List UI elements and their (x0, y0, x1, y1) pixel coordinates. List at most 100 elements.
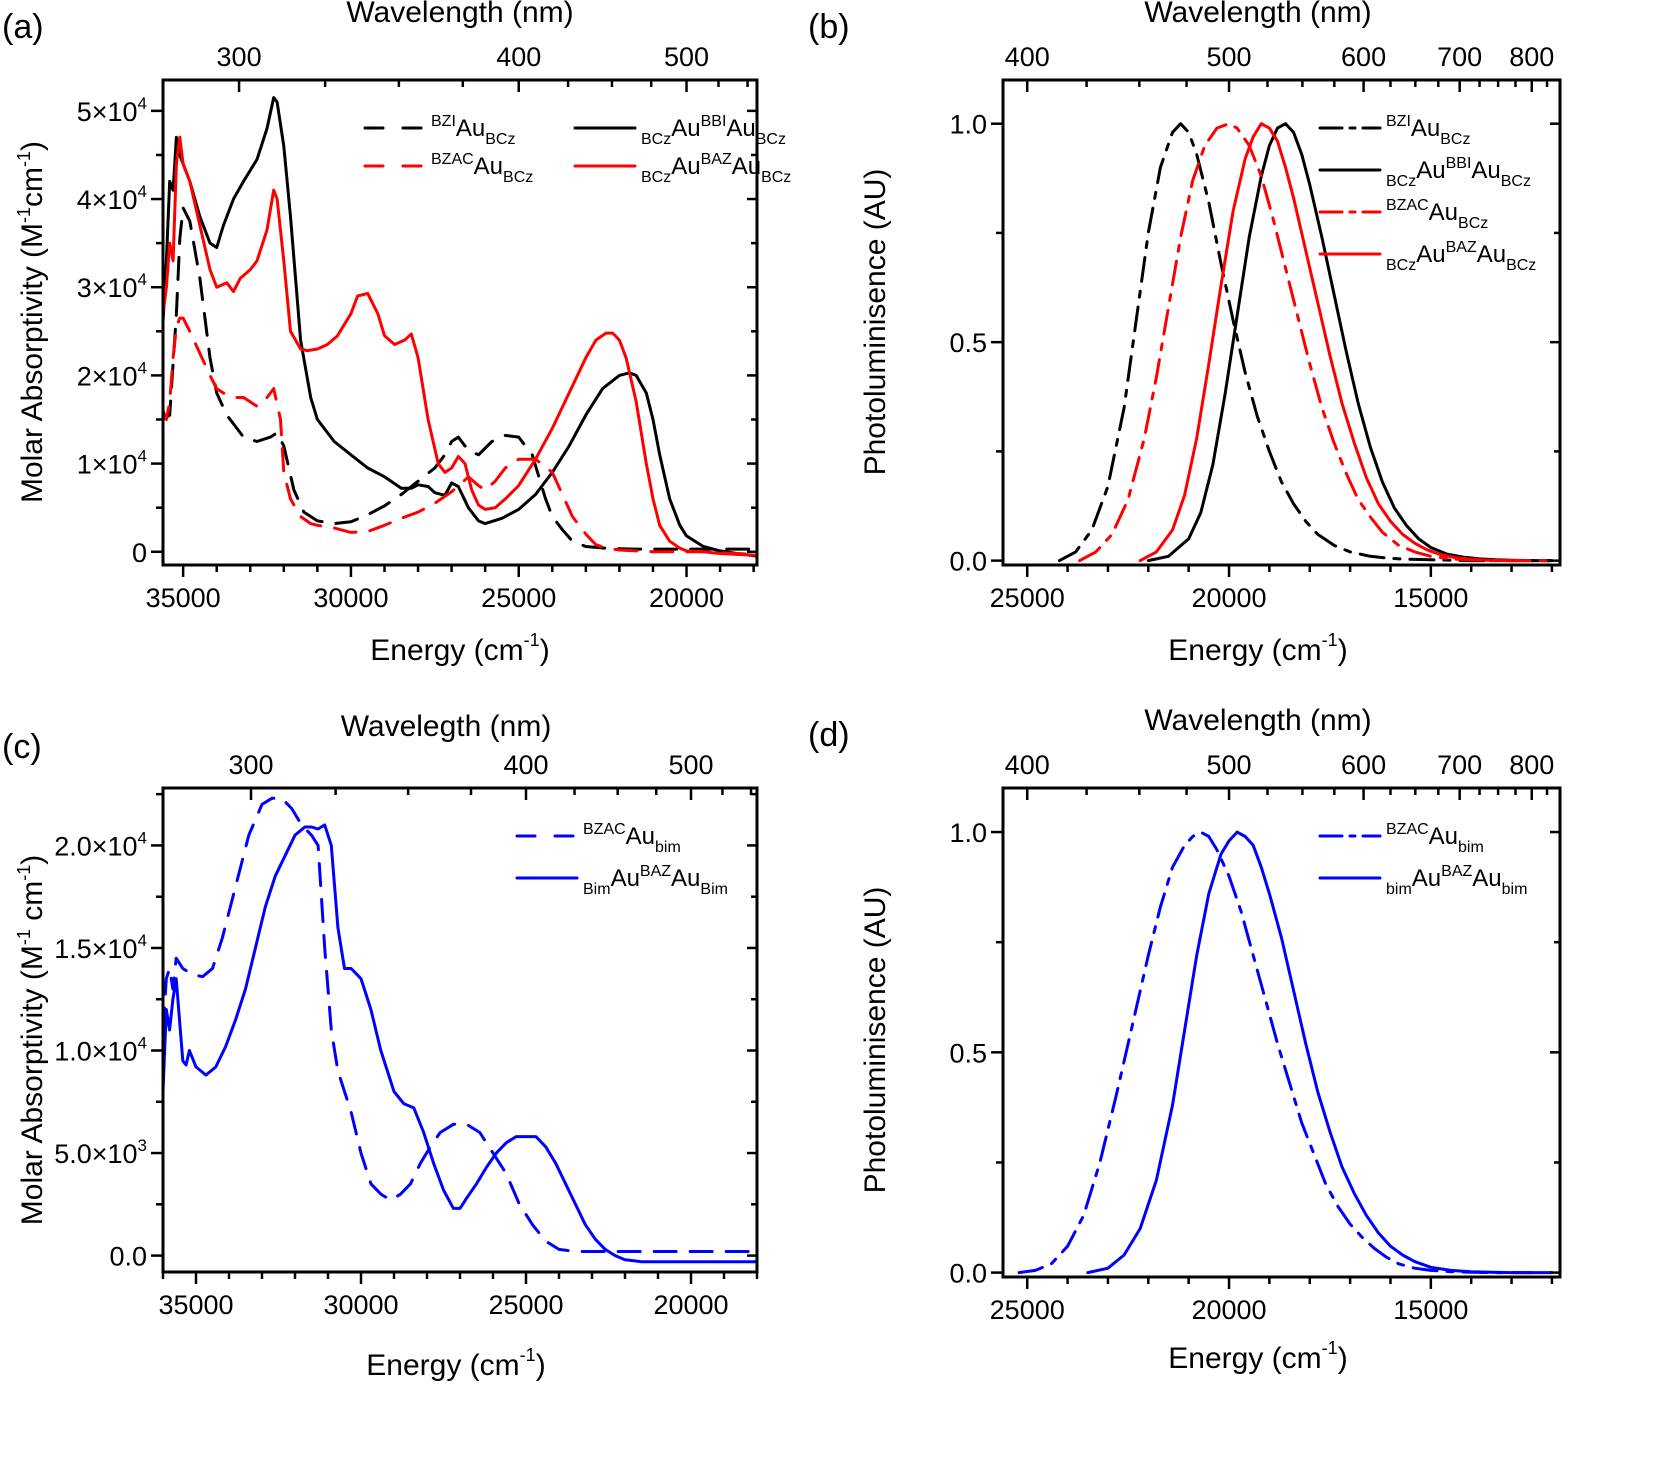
plot-frame (161, 786, 759, 1274)
legend-main: Au (1412, 865, 1441, 892)
x-axis-title-tail: ) (540, 634, 550, 667)
legend-sub: BCz (1386, 173, 1416, 190)
y-tick-label: 1.0 (949, 110, 987, 140)
x-axis-title-text: Energy (cm (366, 1349, 519, 1382)
legend-main: Au (1429, 199, 1458, 226)
plot-area (1017, 830, 1554, 1275)
panel-a: (a) 35000 30000 25000 20000 300 400 500 Waveleng… (2, 0, 791, 667)
y-tick-mantissa: 1×10 (77, 450, 138, 480)
legend-main: Au (726, 115, 755, 142)
legend-sub: Bim (583, 881, 611, 898)
top-tick-label: 500 (1206, 42, 1251, 72)
legend-main: Au (1471, 157, 1500, 184)
legend: BZACAubim bimAuBAZAubim (1318, 821, 1527, 898)
legend-sub: BCz (1458, 215, 1488, 232)
legend-item-2: BCzAuBBIAuBCz (1318, 155, 1531, 190)
top-tick-label: 300 (217, 42, 262, 72)
x-axis-title-sup: -1 (1322, 630, 1338, 650)
legend-sub: BCz (756, 131, 786, 148)
y-tick-exponent: 4 (138, 828, 147, 847)
top-tick-label: 400 (503, 750, 548, 780)
legend-sup: BZAC (1386, 821, 1429, 838)
x-axis-title-tail: ) (1338, 1342, 1348, 1375)
legend-label: bimAuBAZAubim (1386, 863, 1527, 898)
x-axis-title: Energy (cm-1) (370, 630, 549, 667)
plot-frame (1001, 786, 1562, 1279)
legend-main: Au (1472, 865, 1501, 892)
y-axis-title-text: Molar Absorptivity (M (16, 945, 49, 1225)
y-axis-title-sup: -1 (14, 929, 34, 945)
x-axis-title-text: Energy (cm (370, 634, 523, 667)
plot-area (1058, 122, 1554, 563)
series-line-1 (1058, 122, 1554, 563)
y-tick-mantissa: 5×10 (77, 97, 138, 127)
legend-item-2: BCzAuBBIAuBCz (573, 113, 786, 148)
x-tick-label: 20000 (1191, 583, 1266, 613)
plot-frame (1001, 78, 1562, 567)
y-tick-label: 4×104 (77, 182, 147, 215)
legend-item-1: BZIAuBCz (363, 113, 515, 148)
legend-main: Au (1416, 157, 1445, 184)
legend-label: BZACAubim (1386, 821, 1484, 856)
legend-main: Au (1411, 115, 1440, 142)
legend-item-1: BZACAubim (515, 821, 681, 856)
x-axis-title-text: Energy (cm (1168, 1342, 1321, 1375)
plot-area (163, 96, 757, 558)
y-tick-exponent: 4 (138, 447, 147, 466)
top-tick-label: 800 (1509, 42, 1554, 72)
y-tick-label: 0 (132, 538, 147, 568)
panel-label: (a) (2, 8, 44, 46)
top-tick-label: 400 (496, 42, 541, 72)
legend: BZIAuBCzBCzAuBBIAuBCzBZACAuBCzBCzAuBAZAu… (1318, 113, 1536, 274)
y-tick-label: 0.5 (949, 328, 987, 358)
legend-sup: BBI (701, 113, 727, 130)
legend-label: BCzAuBBIAuBCz (1386, 155, 1531, 190)
series-line-1 (163, 206, 757, 551)
y-axis-title-tail: ) (16, 855, 49, 865)
y-axis-title-sup: -1 (14, 865, 34, 881)
legend-label: BCzAuBAZAuBCz (641, 151, 791, 186)
legend-item-1: BZACAubim (1318, 821, 1484, 856)
legend-main: Au (611, 865, 640, 892)
x-tick-label: 20000 (653, 1290, 728, 1320)
top-tick-label: 600 (1341, 42, 1386, 72)
legend-sup: BZAC (1386, 197, 1429, 214)
plot-area (163, 796, 757, 1264)
y-tick-label: 0.0 (949, 547, 987, 577)
legend-sup: BZI (431, 113, 456, 130)
x-tick-label: 20000 (649, 583, 724, 613)
legend-sub: BCz (485, 131, 515, 148)
top-tick-label: 700 (1437, 42, 1482, 72)
y-axis-title-text: cm (16, 881, 49, 929)
legend-sub: BCz (503, 169, 533, 186)
series-line-1 (1017, 830, 1534, 1275)
y-tick-exponent: 3 (138, 1136, 147, 1155)
top-tick-label: 500 (664, 42, 709, 72)
legend-sub: BCz (641, 131, 671, 148)
legend-sup: BAZ (640, 863, 671, 880)
y-tick-label: 1.0×104 (54, 1034, 147, 1067)
y-axis-title-sup: -1 (14, 151, 34, 167)
y-tick-label: 1×104 (77, 447, 147, 480)
y-tick-exponent: 4 (138, 1034, 147, 1053)
y-tick-mantissa: 4×10 (77, 185, 138, 215)
x-tick-label: 35000 (158, 1290, 233, 1320)
y-tick-exponent: 4 (138, 182, 147, 201)
legend-label: BCzAuBBIAuBCz (641, 113, 786, 148)
legend-sub: BCz (1506, 257, 1536, 274)
plot-frame (161, 78, 759, 567)
x-tick-label: 15000 (1393, 583, 1468, 613)
legend-sub: BCz (641, 169, 671, 186)
x-axis-title: Energy (cm-1) (1168, 630, 1347, 667)
series-line-2 (1086, 830, 1554, 1275)
top-tick-label: 500 (1206, 750, 1251, 780)
legend-label: BZACAubim (583, 821, 681, 856)
top-tick-label: 600 (1341, 750, 1386, 780)
y-tick-exponent: 4 (138, 358, 147, 377)
x-axis-title: Energy (cm-1) (366, 1345, 545, 1382)
legend-sub: bim (655, 839, 681, 856)
y-axis-title-text: cm (16, 167, 49, 207)
panel-d: (d) 25000 20000 15000 400 500 600 700 800 Wavelen… (808, 704, 1562, 1375)
y-tick-mantissa: 0.0 (109, 1242, 147, 1272)
legend-sub: BCz (1386, 257, 1416, 274)
